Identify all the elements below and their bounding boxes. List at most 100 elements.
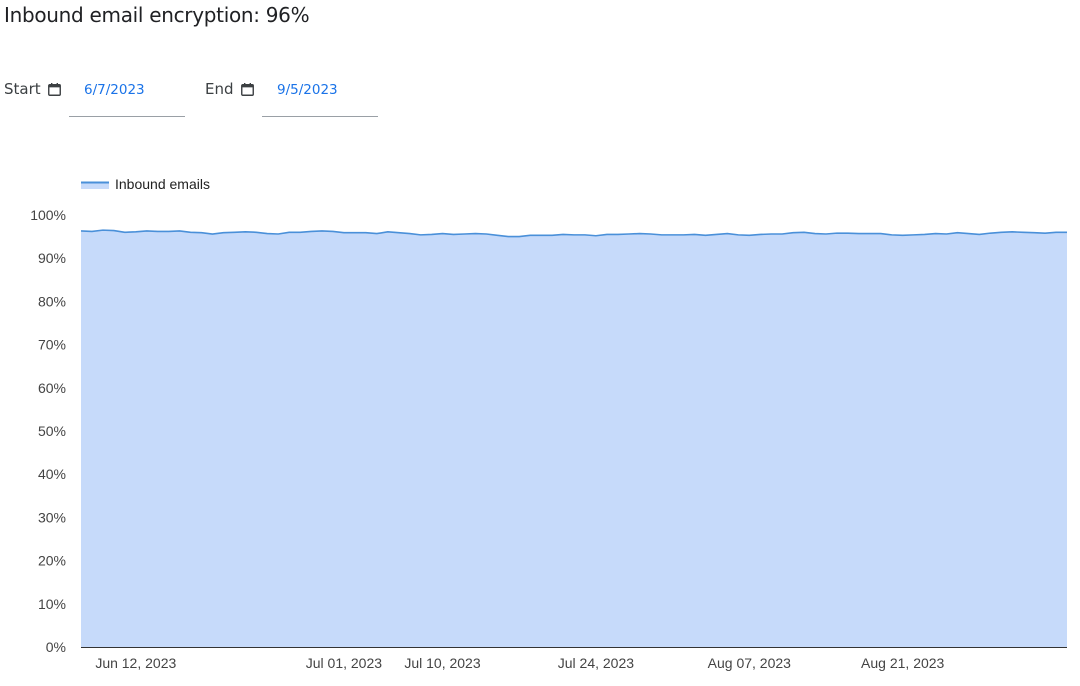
calendar-icon[interactable] (47, 78, 63, 100)
end-date-input[interactable]: 9/5/2023 (262, 78, 378, 117)
y-tick-label: 70% (38, 337, 66, 353)
data-point[interactable] (506, 235, 510, 239)
data-point[interactable] (101, 228, 105, 232)
data-point[interactable] (386, 230, 390, 234)
data-point[interactable] (495, 233, 499, 237)
data-point[interactable] (243, 230, 247, 234)
data-point[interactable] (682, 233, 686, 237)
data-point[interactable] (430, 232, 434, 236)
data-point[interactable] (123, 230, 127, 234)
data-point[interactable] (890, 233, 894, 237)
data-point[interactable] (616, 232, 620, 236)
data-point[interactable] (901, 233, 905, 237)
data-point[interactable] (594, 234, 598, 238)
data-point[interactable] (813, 232, 817, 236)
data-point[interactable] (156, 229, 160, 233)
data-point[interactable] (835, 231, 839, 235)
data-point[interactable] (934, 232, 938, 236)
data-point[interactable] (145, 229, 149, 233)
data-point[interactable] (791, 231, 795, 235)
data-point[interactable] (572, 233, 576, 237)
data-point[interactable] (298, 230, 302, 234)
data-point[interactable] (1043, 231, 1047, 235)
data-point[interactable] (408, 232, 412, 236)
data-point[interactable] (780, 232, 784, 236)
data-point[interactable] (638, 232, 642, 236)
data-point[interactable] (1021, 230, 1025, 234)
data-point[interactable] (189, 230, 193, 234)
data-point[interactable] (210, 232, 214, 236)
data-point[interactable] (605, 232, 609, 236)
data-point[interactable] (364, 231, 368, 235)
data-point[interactable] (375, 232, 379, 236)
data-point[interactable] (693, 232, 697, 236)
data-point[interactable] (419, 233, 423, 237)
data-point[interactable] (112, 229, 116, 233)
data-point[interactable] (999, 230, 1003, 234)
data-point[interactable] (703, 233, 707, 237)
data-point[interactable] (320, 229, 324, 233)
data-point[interactable] (1054, 230, 1058, 234)
data-point[interactable] (769, 232, 773, 236)
data-point[interactable] (221, 231, 225, 235)
data-point[interactable] (923, 232, 927, 236)
end-date-filter: End 9/5/2023 (205, 78, 378, 118)
data-point[interactable] (912, 233, 916, 237)
data-point[interactable] (1010, 230, 1014, 234)
data-point[interactable] (824, 232, 828, 236)
data-point[interactable] (550, 233, 554, 237)
data-point[interactable] (200, 231, 204, 235)
data-point[interactable] (451, 232, 455, 236)
data-point[interactable] (79, 229, 83, 233)
data-point[interactable] (868, 232, 872, 236)
data-point[interactable] (649, 232, 653, 236)
data-point[interactable] (747, 233, 751, 237)
data-point[interactable] (331, 229, 335, 233)
calendar-icon[interactable] (240, 78, 256, 100)
data-point[interactable] (232, 230, 236, 234)
data-point[interactable] (736, 233, 740, 237)
data-point[interactable] (758, 232, 762, 236)
data-point[interactable] (660, 233, 664, 237)
data-point[interactable] (441, 232, 445, 236)
legend-label[interactable]: Inbound emails (115, 176, 210, 192)
data-point[interactable] (1032, 231, 1036, 235)
data-point[interactable] (944, 232, 948, 236)
data-point[interactable] (977, 232, 981, 236)
data-point[interactable] (988, 231, 992, 235)
data-point[interactable] (178, 229, 182, 233)
data-point[interactable] (462, 232, 466, 236)
data-point[interactable] (966, 232, 970, 236)
data-point[interactable] (397, 231, 401, 235)
x-tick-label: Jul 24, 2023 (558, 655, 634, 671)
data-point[interactable] (539, 233, 543, 237)
data-point[interactable] (342, 231, 346, 235)
data-point[interactable] (134, 230, 138, 234)
data-point[interactable] (353, 231, 357, 235)
data-point[interactable] (484, 232, 488, 236)
data-point[interactable] (583, 233, 587, 237)
data-point[interactable] (714, 232, 718, 236)
data-point[interactable] (955, 231, 959, 235)
data-point[interactable] (671, 233, 675, 237)
data-point[interactable] (846, 231, 850, 235)
data-point[interactable] (90, 229, 94, 233)
data-point[interactable] (802, 230, 806, 234)
data-point[interactable] (265, 232, 269, 236)
data-point[interactable] (276, 232, 280, 236)
data-point[interactable] (167, 229, 171, 233)
data-point[interactable] (473, 232, 477, 236)
data-point[interactable] (627, 232, 631, 236)
data-point[interactable] (309, 229, 313, 233)
data-point[interactable] (254, 230, 258, 234)
data-point[interactable] (725, 232, 729, 236)
data-point[interactable] (561, 232, 565, 236)
data-point[interactable] (517, 235, 521, 239)
data-point[interactable] (879, 232, 883, 236)
data-point[interactable] (528, 233, 532, 237)
data-point[interactable] (287, 230, 291, 234)
data-point[interactable] (857, 232, 861, 236)
y-tick-label: 80% (38, 293, 66, 309)
data-point[interactable] (1065, 230, 1069, 234)
start-date-input[interactable]: 6/7/2023 (69, 78, 185, 117)
